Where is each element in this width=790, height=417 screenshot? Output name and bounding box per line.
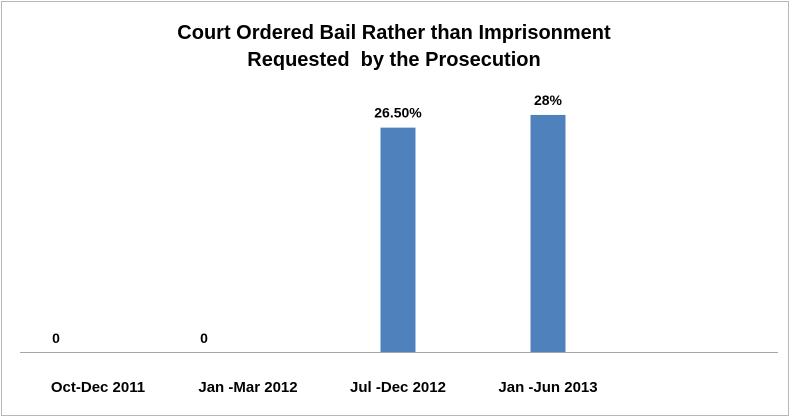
chart-title-line-2: Requested by the Prosecution xyxy=(247,49,541,71)
data-label-1: 0 xyxy=(200,330,208,346)
bar-2 xyxy=(380,127,416,352)
chart-title-line-1: Court Ordered Bail Rather than Imprisonm… xyxy=(177,22,611,44)
bar-3 xyxy=(530,114,566,352)
x-tick-labels-group: Oct-Dec 2011 Jan -Mar 2012 Jul -Dec 2012 Ja… xyxy=(51,379,598,396)
data-label-3: 28% xyxy=(534,92,563,108)
data-label-0: 0 xyxy=(52,330,60,346)
data-label-2: 26.50% xyxy=(374,105,422,121)
data-labels-group: 0 0 26.50% 28% xyxy=(52,92,562,346)
x-tick-label-3: Jan -Jun 2013 xyxy=(498,379,597,396)
bars-group xyxy=(380,114,566,352)
chart-title: Court Ordered Bail Rather than Imprisonm… xyxy=(0,20,788,74)
x-tick-label-2: Jul -Dec 2012 xyxy=(350,379,446,396)
x-tick-label-1: Jan -Mar 2012 xyxy=(198,379,297,396)
x-tick-label-0: Oct-Dec 2011 xyxy=(51,379,145,396)
